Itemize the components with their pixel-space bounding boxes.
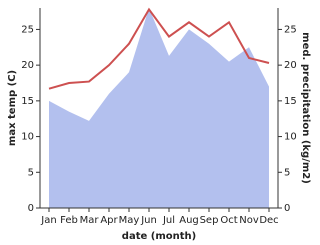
x-tick-label: Aug: [179, 215, 199, 226]
x-tick-label: Feb: [60, 215, 78, 226]
y-tick-label: 15: [21, 96, 34, 107]
x-tick-label: Mar: [80, 215, 100, 226]
y-tick-label: 5: [28, 167, 34, 178]
x-tick-label: Oct: [220, 215, 237, 226]
y2-tick-label: 5: [284, 167, 290, 178]
y2-tick-label: 20: [284, 60, 297, 71]
y2-tick-label: 0: [284, 203, 290, 214]
y2-tick-label: 15: [284, 96, 297, 107]
y-tick-label: 0: [28, 203, 34, 214]
precipitation-area: [49, 8, 269, 208]
x-axis-label: date (month): [122, 231, 196, 242]
y2-axis-label: med. precipitation (kg/m2): [300, 32, 311, 184]
x-tick-label: Sep: [200, 215, 219, 226]
temperature-line: [48, 7, 270, 90]
x-tick-label: May: [119, 215, 140, 226]
y-axis-label: max temp (C): [7, 70, 18, 146]
y-tick-label: 20: [21, 60, 34, 71]
x-tick-label: Apr: [100, 215, 118, 226]
y-tick-label: 25: [21, 24, 34, 35]
y-tick-label: 10: [21, 132, 34, 143]
y2-tick-label: 25: [284, 24, 297, 35]
x-tick-label: Jun: [140, 215, 157, 226]
y2-tick-label: 10: [284, 132, 297, 143]
x-tick-label: Nov: [239, 215, 259, 226]
x-tick-label: Jul: [162, 215, 175, 226]
x-tick-label: Jan: [40, 215, 56, 226]
x-tick-label: Dec: [259, 215, 278, 226]
